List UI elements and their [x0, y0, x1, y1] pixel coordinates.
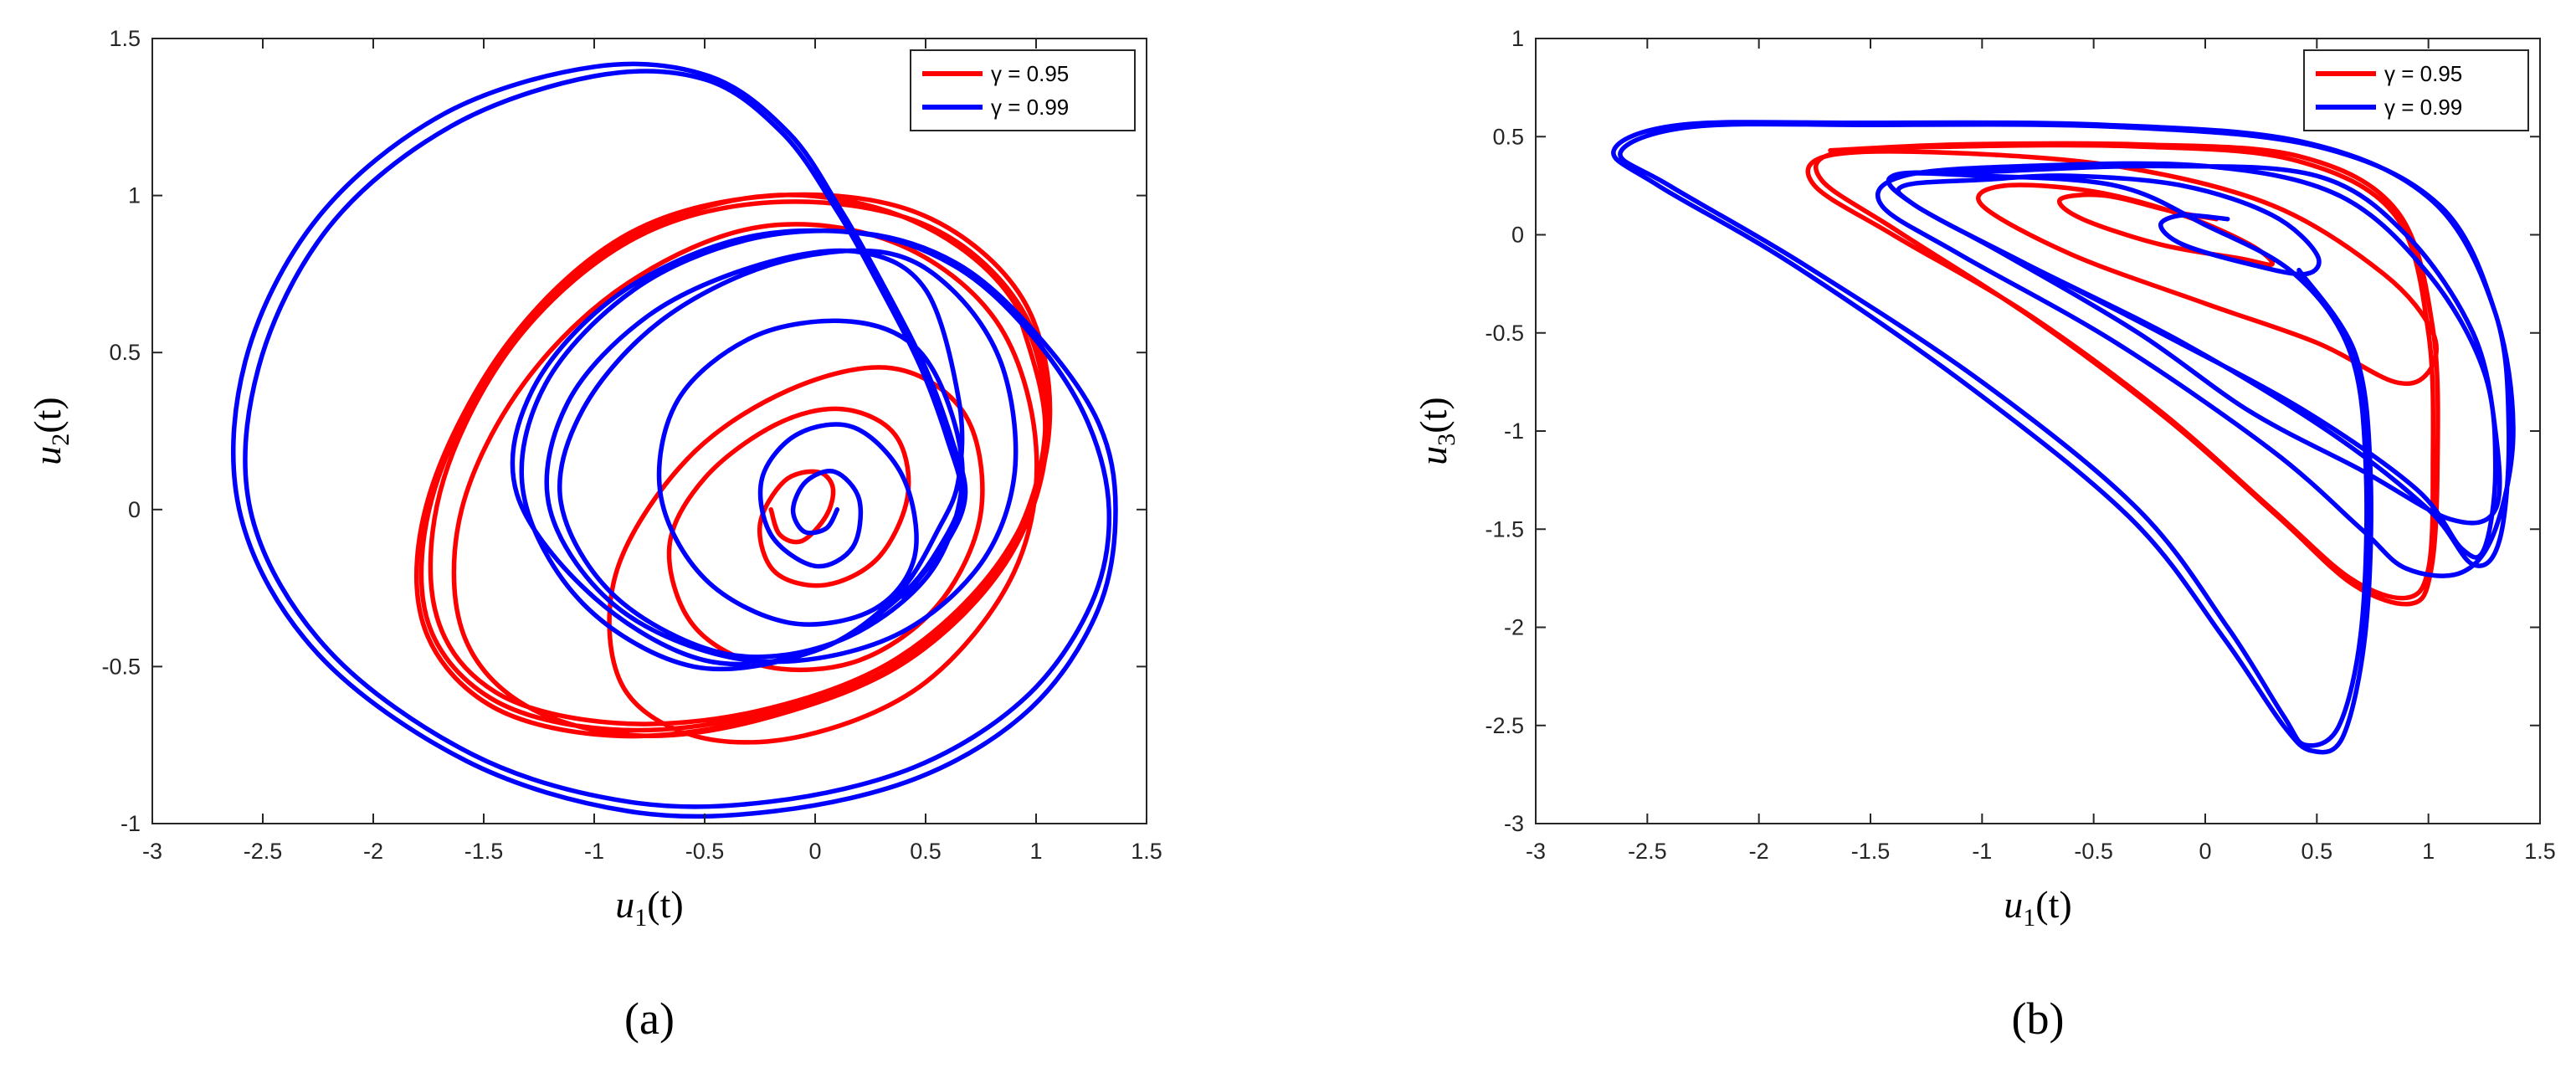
x-tick-label: 1 [1029, 839, 1042, 864]
x-tick-label: -2.5 [1628, 839, 1667, 864]
x-tick-label: 0 [808, 839, 821, 864]
y-tick-label: -3 [1504, 811, 1524, 836]
x-tick-label: 1 [2422, 839, 2435, 864]
panel-label: (a) [624, 993, 675, 1044]
y-tick-label: -2.5 [1485, 713, 1524, 738]
legend-label: γ = 0.95 [991, 61, 1069, 86]
y-tick-label: 1 [128, 183, 141, 208]
trajectories [230, 61, 1118, 819]
y-tick-label: -0.5 [101, 654, 141, 679]
x-tick-label: 1.5 [1131, 839, 1162, 864]
x-axis-label: u1(t) [615, 883, 683, 932]
chart-panel-a: -3 -2.5 -2 -1.5 -1 -0.5 0 0.5 1 1.5 -1 -0.5 0 0.5 1 1.5… [26, 26, 1162, 1044]
series-line-gamma-095 [1805, 141, 2440, 607]
x-tick-label: -3 [142, 839, 162, 864]
x-tick-label: -1.5 [464, 839, 504, 864]
y-tick-label: 1 [1511, 26, 1524, 51]
plot-frame [151, 38, 1147, 824]
x-tick-label: -2 [1749, 839, 1769, 864]
legend: γ = 0.95 γ = 0.99 [910, 49, 1136, 131]
x-tick-label: 0 [2199, 839, 2211, 864]
x-tick-label: 0.5 [910, 839, 942, 864]
y-tick-label: -2 [1504, 615, 1524, 640]
y-tick-label: 0.5 [109, 340, 141, 365]
x-tick-label: -1.5 [1851, 839, 1891, 864]
x-tick-label: -1 [584, 839, 604, 864]
y-axis-label: u3(t) [1412, 397, 1460, 465]
y-tick-label: 0 [1511, 223, 1524, 248]
y-tick-label: -0.5 [1485, 321, 1524, 346]
y-tick-label: 1.5 [109, 26, 141, 51]
series-line-gamma-099 [1611, 120, 2516, 755]
x-tick-label: 1.5 [2524, 839, 2556, 864]
x-tick-label: -0.5 [685, 839, 725, 864]
legend-label: γ = 0.99 [2384, 95, 2462, 120]
x-tick-label: -1 [1972, 839, 1992, 864]
legend-label: γ = 0.95 [2384, 61, 2462, 86]
chart-panel-b: -3 -2.5 -2 -1.5 -1 -0.5 0 0.5 1 1.5 -3 -2.5 -2 -1.5 -1… [1412, 26, 2556, 1044]
legend: γ = 0.95 γ = 0.99 [2303, 49, 2529, 131]
x-axis-label: u1(t) [2004, 883, 2071, 932]
panel-label: (b) [2012, 993, 2065, 1044]
x-tick-label: -2 [363, 839, 383, 864]
y-tick-label: -1 [1504, 418, 1524, 444]
legend-box [910, 49, 1136, 131]
legend-label: γ = 0.99 [991, 95, 1069, 120]
x-tick-label: -2.5 [244, 839, 283, 864]
y-tick-label: -1.5 [1485, 516, 1524, 542]
series-line-gamma-099 [230, 61, 1118, 819]
y-axis-label: u2(t) [26, 397, 74, 465]
y-tick-label: 0.5 [1492, 124, 1524, 149]
x-tick-label: -0.5 [2074, 839, 2113, 864]
x-tick-label: -3 [1526, 839, 1546, 864]
y-tick-label: 0 [128, 497, 141, 522]
trajectories [1611, 120, 2516, 755]
y-tick-label: -1 [121, 811, 141, 836]
legend-box [2303, 49, 2529, 131]
x-tick-label: 0.5 [2301, 839, 2333, 864]
